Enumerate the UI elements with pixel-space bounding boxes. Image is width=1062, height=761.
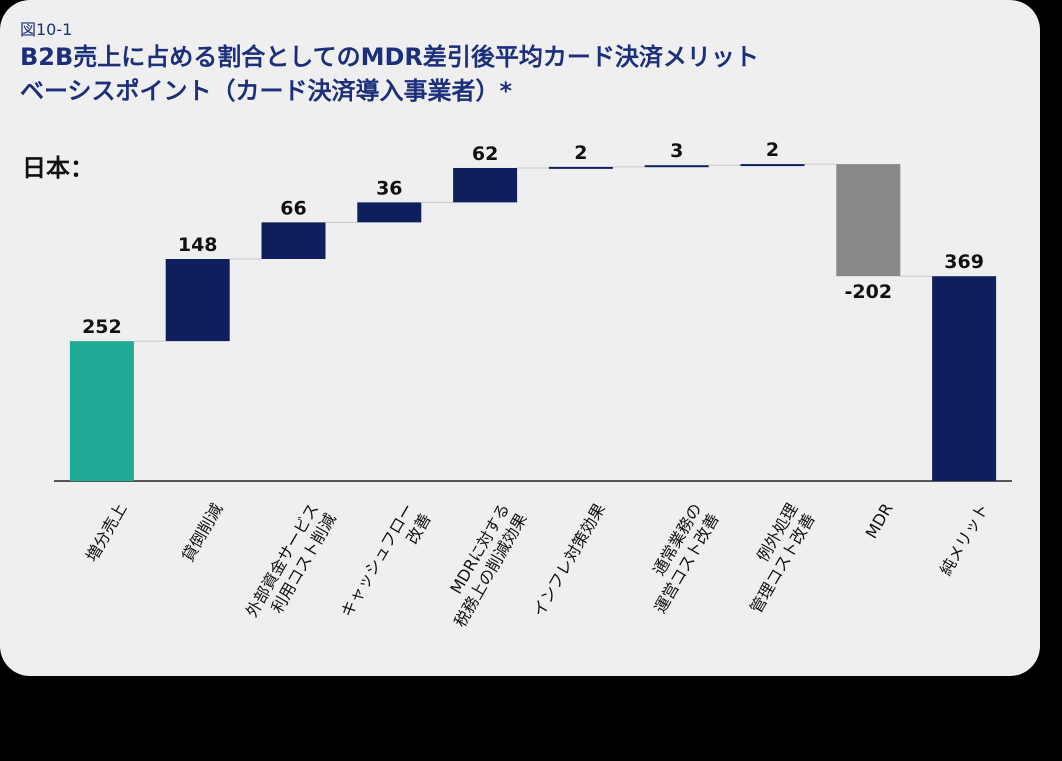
bar (644, 165, 709, 168)
bar (261, 222, 326, 259)
figure-label: 図10-1 (20, 20, 73, 39)
chart-title: B2B売上に占める割合としてのMDR差引後平均カード決済メリット ベーシスポイン… (20, 43, 759, 105)
value-label: 62 (472, 143, 498, 165)
bar (740, 164, 805, 167)
bar (932, 276, 997, 481)
bar (836, 164, 901, 277)
bar (69, 341, 134, 481)
value-label: 2 (574, 142, 587, 164)
card: 図10-1 B2B売上に占める割合としてのMDR差引後平均カード決済メリット ベ… (0, 0, 1040, 676)
bar (357, 202, 422, 223)
subtitle: 日本： (22, 154, 94, 182)
value-label: 369 (944, 251, 984, 273)
value-label: 36 (376, 177, 402, 199)
value-label: -202 (845, 281, 893, 303)
chart: 252 148 66 36 62 2 3 2 -202 369 (54, 139, 1012, 482)
value-label: 252 (82, 316, 122, 338)
bar (453, 167, 518, 203)
value-label: 3 (670, 140, 683, 162)
value-label: 148 (178, 234, 218, 256)
bar (548, 166, 613, 169)
value-label: 66 (280, 197, 306, 219)
bar (165, 259, 230, 342)
value-label: 2 (766, 139, 779, 161)
